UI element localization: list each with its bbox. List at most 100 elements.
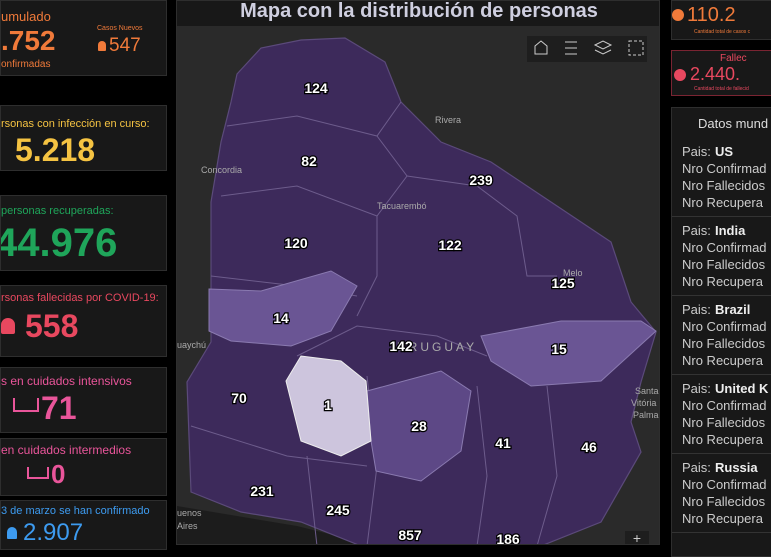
card-note: Cantidad total de fallecid [694, 86, 749, 92]
card-label: rsonas con infección en curso: [1, 118, 150, 130]
region-count: 82 [301, 153, 317, 169]
region-count: 142 [389, 338, 413, 354]
map-title: Mapa con la distribución de personas [177, 1, 659, 27]
map-panel: Mapa con la distribución de personas + R… [176, 0, 660, 545]
card: personas recuperadas: 44.976 [0, 195, 167, 271]
card-label: Fallec [720, 53, 747, 64]
info-icon [674, 69, 686, 81]
region-count: 41 [495, 435, 511, 451]
country-name: Brazil [715, 302, 751, 317]
country-field: Nro Fallecidos [682, 257, 766, 272]
place-label: Concordia [201, 165, 242, 175]
place-label: uenos [177, 508, 202, 518]
map[interactable]: + Rivera Concordia Tacuarembó Melo URUGUAY ua… [177, 26, 660, 545]
country-field: Nro Fallecidos [682, 494, 766, 509]
region-count: 245 [326, 502, 350, 518]
card-label: 3 de marzo se han confirmado [1, 505, 150, 517]
country-field: Nro Recupera [682, 432, 763, 447]
divider [672, 532, 771, 533]
region-shape [285, 355, 372, 457]
bed-icon [13, 398, 39, 412]
country-field: Nro Recupera [682, 195, 763, 210]
person-icon [98, 41, 106, 51]
region-count: 125 [551, 275, 575, 291]
country-field: Nro Fallecidos [682, 336, 766, 351]
person-icon [7, 527, 17, 539]
card-value: 5.218 [15, 132, 96, 168]
country-field: Nro Confirmad [682, 477, 767, 492]
region-count: 122 [438, 237, 462, 253]
country-prefix: Pais: [682, 144, 711, 159]
country-prefix: Pais: [682, 302, 711, 317]
country-name: Russia [715, 460, 758, 475]
card-label: rsonas fallecidas por COVID-19: [1, 292, 159, 304]
toolbar[interactable] [527, 36, 647, 62]
bed-icon [27, 467, 49, 479]
info-icon [672, 9, 684, 21]
divider [672, 295, 771, 296]
card-value: 2.440. [690, 64, 741, 84]
region-count: 28 [411, 418, 427, 434]
card: Fallec 2.440. Cantidad total de fallecid [671, 50, 771, 96]
card-label: en cuidados intermedios [1, 443, 132, 457]
place-label: Palma [633, 410, 659, 420]
country-field: Nro Recupera [682, 511, 763, 526]
card-note: onfirmadas [1, 59, 51, 70]
card-value: 0 [51, 459, 66, 489]
country-name: India [715, 223, 746, 238]
country-field: Nro Confirmad [682, 240, 767, 255]
region-count: 15 [551, 341, 567, 357]
region-count: 124 [304, 80, 328, 96]
country-field: Nro Confirmad [682, 161, 767, 176]
region-shape [366, 370, 472, 482]
card-value: 110.2 [687, 4, 736, 26]
card-note: Cantidad total de casos c [694, 29, 751, 35]
region-count: 1 [324, 397, 332, 413]
zoom-in-button[interactable] [625, 531, 649, 545]
region-shape [208, 270, 358, 347]
panel-title: Datos mund [698, 116, 769, 131]
home-button[interactable] [534, 40, 548, 55]
country-field: Nro Recupera [682, 353, 763, 368]
qr-button[interactable] [628, 40, 644, 56]
divider [672, 216, 771, 217]
region-count: 231 [250, 483, 274, 499]
card-value: .752 [1, 25, 56, 56]
place-label: Vitória do [631, 398, 660, 408]
region-count: 46 [581, 439, 597, 455]
place-label: Aires [177, 521, 198, 531]
card-label: umulado [1, 9, 51, 24]
card: rsonas con infección en curso: 5.218 [0, 105, 167, 171]
region-count: 186 [496, 531, 520, 545]
place-label: Santa [635, 386, 659, 396]
country-prefix: Pais: [682, 460, 711, 475]
zoom-in-icon: + [633, 530, 641, 545]
layers-button[interactable] [593, 40, 613, 55]
country-field: Nro Fallecidos [682, 178, 766, 193]
place-label: Melo [563, 268, 583, 278]
card: rsonas fallecidas por COVID-19: 558 [0, 285, 167, 357]
card-sub-label: Casos Nuevos [97, 25, 143, 32]
card-sub-value: 547 [109, 35, 141, 56]
country-name: United K [715, 381, 769, 396]
country-field: Nro Recupera [682, 274, 763, 289]
card-value: 558 [25, 308, 79, 344]
place-label: URUGUAY [397, 340, 477, 354]
card: 110.2 Cantidad total de casos c [671, 0, 771, 40]
region-count: 239 [469, 172, 493, 188]
country-field: Nro Confirmad [682, 398, 767, 413]
card-label: personas recuperadas: [1, 205, 114, 217]
person-icon [1, 318, 15, 334]
region-count: 14 [273, 310, 289, 326]
region-count: 857 [398, 527, 422, 543]
card: s en cuidados intensivos 71 [0, 367, 167, 433]
list-button[interactable] [565, 41, 577, 55]
card-value: 71 [41, 390, 77, 426]
card-value: 44.976 [0, 221, 118, 265]
region-shape [480, 320, 657, 387]
country-prefix: Pais: [682, 223, 711, 238]
card: 3 de marzo se han confirmado 2.907 [0, 500, 167, 550]
water [177, 506, 369, 544]
place-label: Tacuarembó [377, 201, 427, 211]
